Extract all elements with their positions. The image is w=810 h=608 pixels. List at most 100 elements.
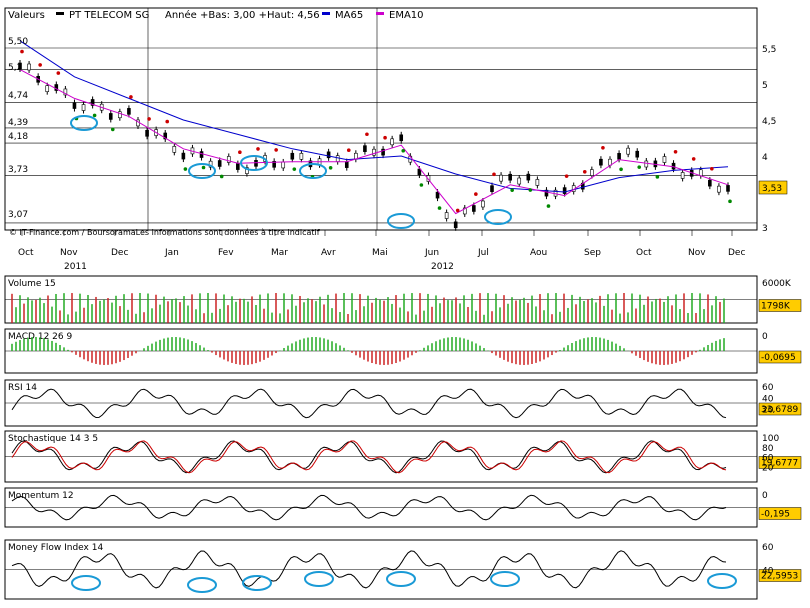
indicator-line-rsi <box>11 388 727 419</box>
candle-body <box>245 167 249 174</box>
year-label-2011: 2011 <box>64 262 87 272</box>
month-label: Jan <box>164 248 179 258</box>
sar-dot <box>474 192 478 196</box>
candle-body <box>127 108 131 115</box>
indicator-line-momentum <box>11 494 727 521</box>
price-panel-frame <box>4 7 758 231</box>
indicator-value-macd: -0,0695 <box>761 353 796 363</box>
mfi-annotation-ellipse <box>71 575 101 591</box>
sar-dot <box>20 49 24 54</box>
sar-dot <box>437 206 442 210</box>
sar-dot <box>219 174 224 179</box>
candle-body <box>517 177 522 185</box>
candle-body <box>462 207 467 215</box>
month-label: Fev <box>218 248 234 258</box>
candle-body <box>290 152 295 160</box>
month-label: Mar <box>271 248 288 258</box>
annotation-ellipse <box>188 163 216 179</box>
annotation-ellipse <box>387 213 415 229</box>
candle-body <box>544 189 549 197</box>
indicator-value-momentum: -0,195 <box>761 510 790 520</box>
candle-body <box>181 152 186 160</box>
sar-dot <box>110 127 115 132</box>
header-valeurs-label: Valeurs <box>8 10 45 21</box>
indicator-tick: 100 <box>762 434 779 444</box>
indicator-value-box-macd <box>758 350 802 364</box>
candle-body <box>417 168 422 176</box>
right-tick-1: 5,5 <box>762 45 776 55</box>
annotation-ellipse <box>70 115 98 131</box>
header-ma65: MA65 <box>335 10 363 21</box>
sar-dot <box>655 175 660 179</box>
candle-body <box>45 85 50 92</box>
candle-body <box>635 150 640 158</box>
right-tick-5: 3 <box>762 224 768 234</box>
indicator-tick: 60 <box>762 454 774 464</box>
candle-body <box>680 172 685 179</box>
annotation-ellipse <box>299 163 327 179</box>
candle-body <box>163 132 168 140</box>
month-label: Oct <box>636 248 652 258</box>
sar-dot <box>528 188 533 192</box>
indicator-title-rsi: RSI 14 <box>8 383 37 393</box>
indicator-value-rsi: 33,6789 <box>761 405 798 415</box>
level-label-2: 5,2 <box>8 63 22 73</box>
sar-dot <box>546 204 551 208</box>
month-label: Mai <box>372 248 388 258</box>
stochastic-signal-line <box>11 440 727 474</box>
candle-body <box>708 179 712 187</box>
candle-body <box>472 205 476 212</box>
indicator-tick: 40 <box>762 394 774 404</box>
sar-dot <box>165 119 170 124</box>
candle-body <box>72 102 77 109</box>
sar-dot <box>346 148 351 153</box>
candle-body <box>27 63 31 71</box>
sar-dot <box>292 167 297 171</box>
candle-body <box>81 104 86 111</box>
month-label: Oct <box>18 248 34 258</box>
right-tick-4: 4 <box>762 153 768 163</box>
candle-body <box>426 175 431 182</box>
sar-dot <box>129 95 133 99</box>
sar-dot <box>56 71 61 75</box>
year-label-2012: 2012 <box>431 262 454 272</box>
ma65-line <box>19 40 729 193</box>
sar-dot <box>201 165 206 170</box>
candle-body <box>590 169 594 176</box>
candle-body <box>145 129 149 137</box>
candle-body <box>344 161 349 168</box>
sar-dot <box>710 166 714 171</box>
ema10-line <box>19 69 729 215</box>
candle-body <box>599 158 603 166</box>
candle-body <box>118 111 122 119</box>
indicator-title-mfi: Money Flow Index 14 <box>8 543 103 553</box>
indicator-title-volume: Volume 15 <box>8 279 56 289</box>
mfi-annotation-ellipse <box>187 577 217 593</box>
candle-body <box>217 160 222 167</box>
indicator-value-volume: 1798K <box>761 302 791 312</box>
candle-body <box>717 185 721 193</box>
right-tick-2: 5 <box>762 81 768 91</box>
sar-dot <box>492 172 496 177</box>
current-value: 3,53 <box>762 184 782 194</box>
candle-body <box>335 155 340 162</box>
sar-dot <box>601 145 605 150</box>
sar-dot <box>38 63 42 67</box>
indicator-title-momentum: Momentum 12 <box>8 491 74 501</box>
indicator-tick: 40 <box>762 567 774 577</box>
candle-body <box>698 169 703 177</box>
indicator-tick: 6000K <box>762 279 792 289</box>
sar-dot <box>455 208 460 213</box>
month-label: Avr <box>321 248 336 258</box>
candle-body <box>490 185 494 192</box>
sar-dot <box>147 117 151 121</box>
indicator-tick: 0 <box>762 491 768 501</box>
sar-dot <box>419 183 424 187</box>
sar-dot <box>183 167 188 171</box>
indicator-tick: 80 <box>762 444 774 454</box>
month-label: Aou <box>530 248 547 258</box>
sar-dot <box>328 165 333 170</box>
indicator-title-macd: MACD 12 26 9 <box>8 332 72 342</box>
candle-body <box>381 148 385 156</box>
candle-body <box>435 191 440 199</box>
